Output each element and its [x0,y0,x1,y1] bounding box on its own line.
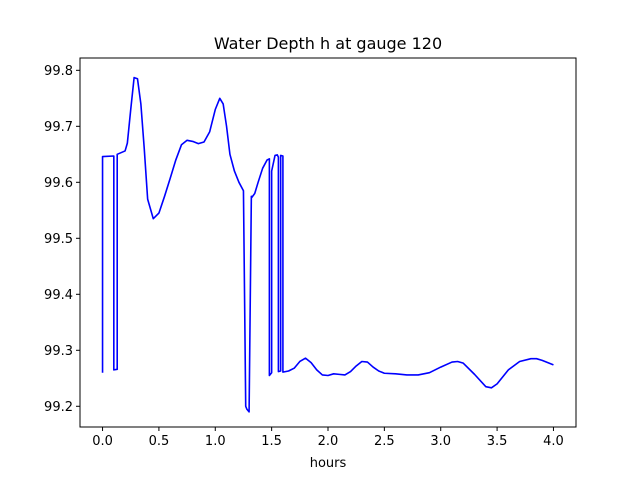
x-tick-label: 1.0 [205,434,226,449]
x-tick-label: 0.5 [149,434,170,449]
x-tick-label: 2.5 [374,434,395,449]
x-tick-label: 1.5 [261,434,282,449]
series-line-0 [101,76,554,413]
x-tick-label: 3.0 [430,434,451,449]
y-axis: 99.2 99.3 99.4 99.5 99.6 99.7 99.8 [44,64,80,415]
y-tick-label: 99.6 [44,176,73,191]
x-tick-label: 4.0 [543,434,564,449]
y-tick-label: 99.8 [44,64,73,79]
x-axis: 0.0 0.5 1.0 1.5 2.0 2.5 3.0 3.5 4.0 [92,427,564,449]
x-tick-label: 3.5 [487,434,508,449]
plot-area [101,76,554,413]
y-tick-label: 99.2 [44,400,73,415]
x-axis-label: hours [310,456,347,471]
y-tick-label: 99.5 [44,232,73,247]
y-tick-label: 99.4 [44,288,73,303]
y-tick-label: 99.7 [44,120,73,135]
y-tick-label: 99.3 [44,344,73,359]
x-tick-label: 2.0 [318,434,339,449]
chart-title: Water Depth h at gauge 120 [214,34,442,53]
x-tick-label: 0.0 [92,434,113,449]
